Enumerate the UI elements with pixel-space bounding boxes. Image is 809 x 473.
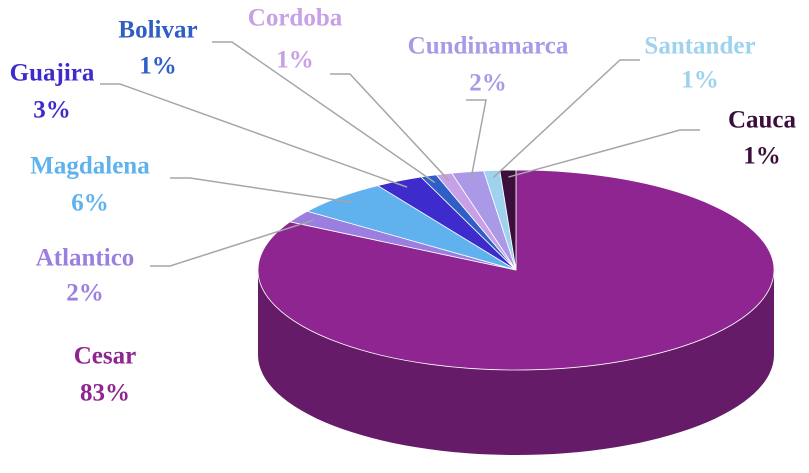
slice-value-label: 83% bbox=[80, 380, 130, 407]
leader-line bbox=[170, 177, 352, 203]
leader-line bbox=[508, 129, 700, 178]
slice-value-label: 2% bbox=[469, 70, 507, 97]
slice-label: Cundinamarca bbox=[408, 33, 569, 60]
slice-value-label: 6% bbox=[71, 190, 109, 217]
slice-value-label: 1% bbox=[276, 47, 314, 74]
slice-label: Guajira bbox=[10, 60, 95, 87]
slice-label: Atlantico bbox=[36, 245, 135, 272]
slice bbox=[499, 169, 517, 271]
pie-sides bbox=[258, 270, 774, 455]
slice-label: Cesar bbox=[74, 343, 136, 370]
slice-label: Santander bbox=[644, 33, 755, 60]
slice-label: Bolivar bbox=[118, 17, 197, 44]
slice-value-label: 1% bbox=[681, 67, 719, 94]
slice-value-label: 3% bbox=[33, 97, 71, 124]
slice-side bbox=[258, 270, 774, 455]
slice-label: Cauca bbox=[728, 107, 797, 134]
slice-value-label: 2% bbox=[66, 280, 104, 307]
leader-line bbox=[150, 219, 314, 267]
leader-line bbox=[330, 73, 450, 182]
leader-line bbox=[466, 99, 487, 179]
leader-line bbox=[212, 41, 436, 184]
leader-line bbox=[492, 59, 640, 178]
slice-value-label: 1% bbox=[139, 53, 177, 80]
leader-lines bbox=[100, 41, 700, 267]
slice-label: Cordoba bbox=[248, 5, 343, 32]
slice-label: Magdalena bbox=[30, 153, 150, 180]
leader-line bbox=[100, 83, 408, 188]
slice-value-label: 1% bbox=[743, 143, 781, 170]
pie-tops bbox=[257, 169, 775, 371]
